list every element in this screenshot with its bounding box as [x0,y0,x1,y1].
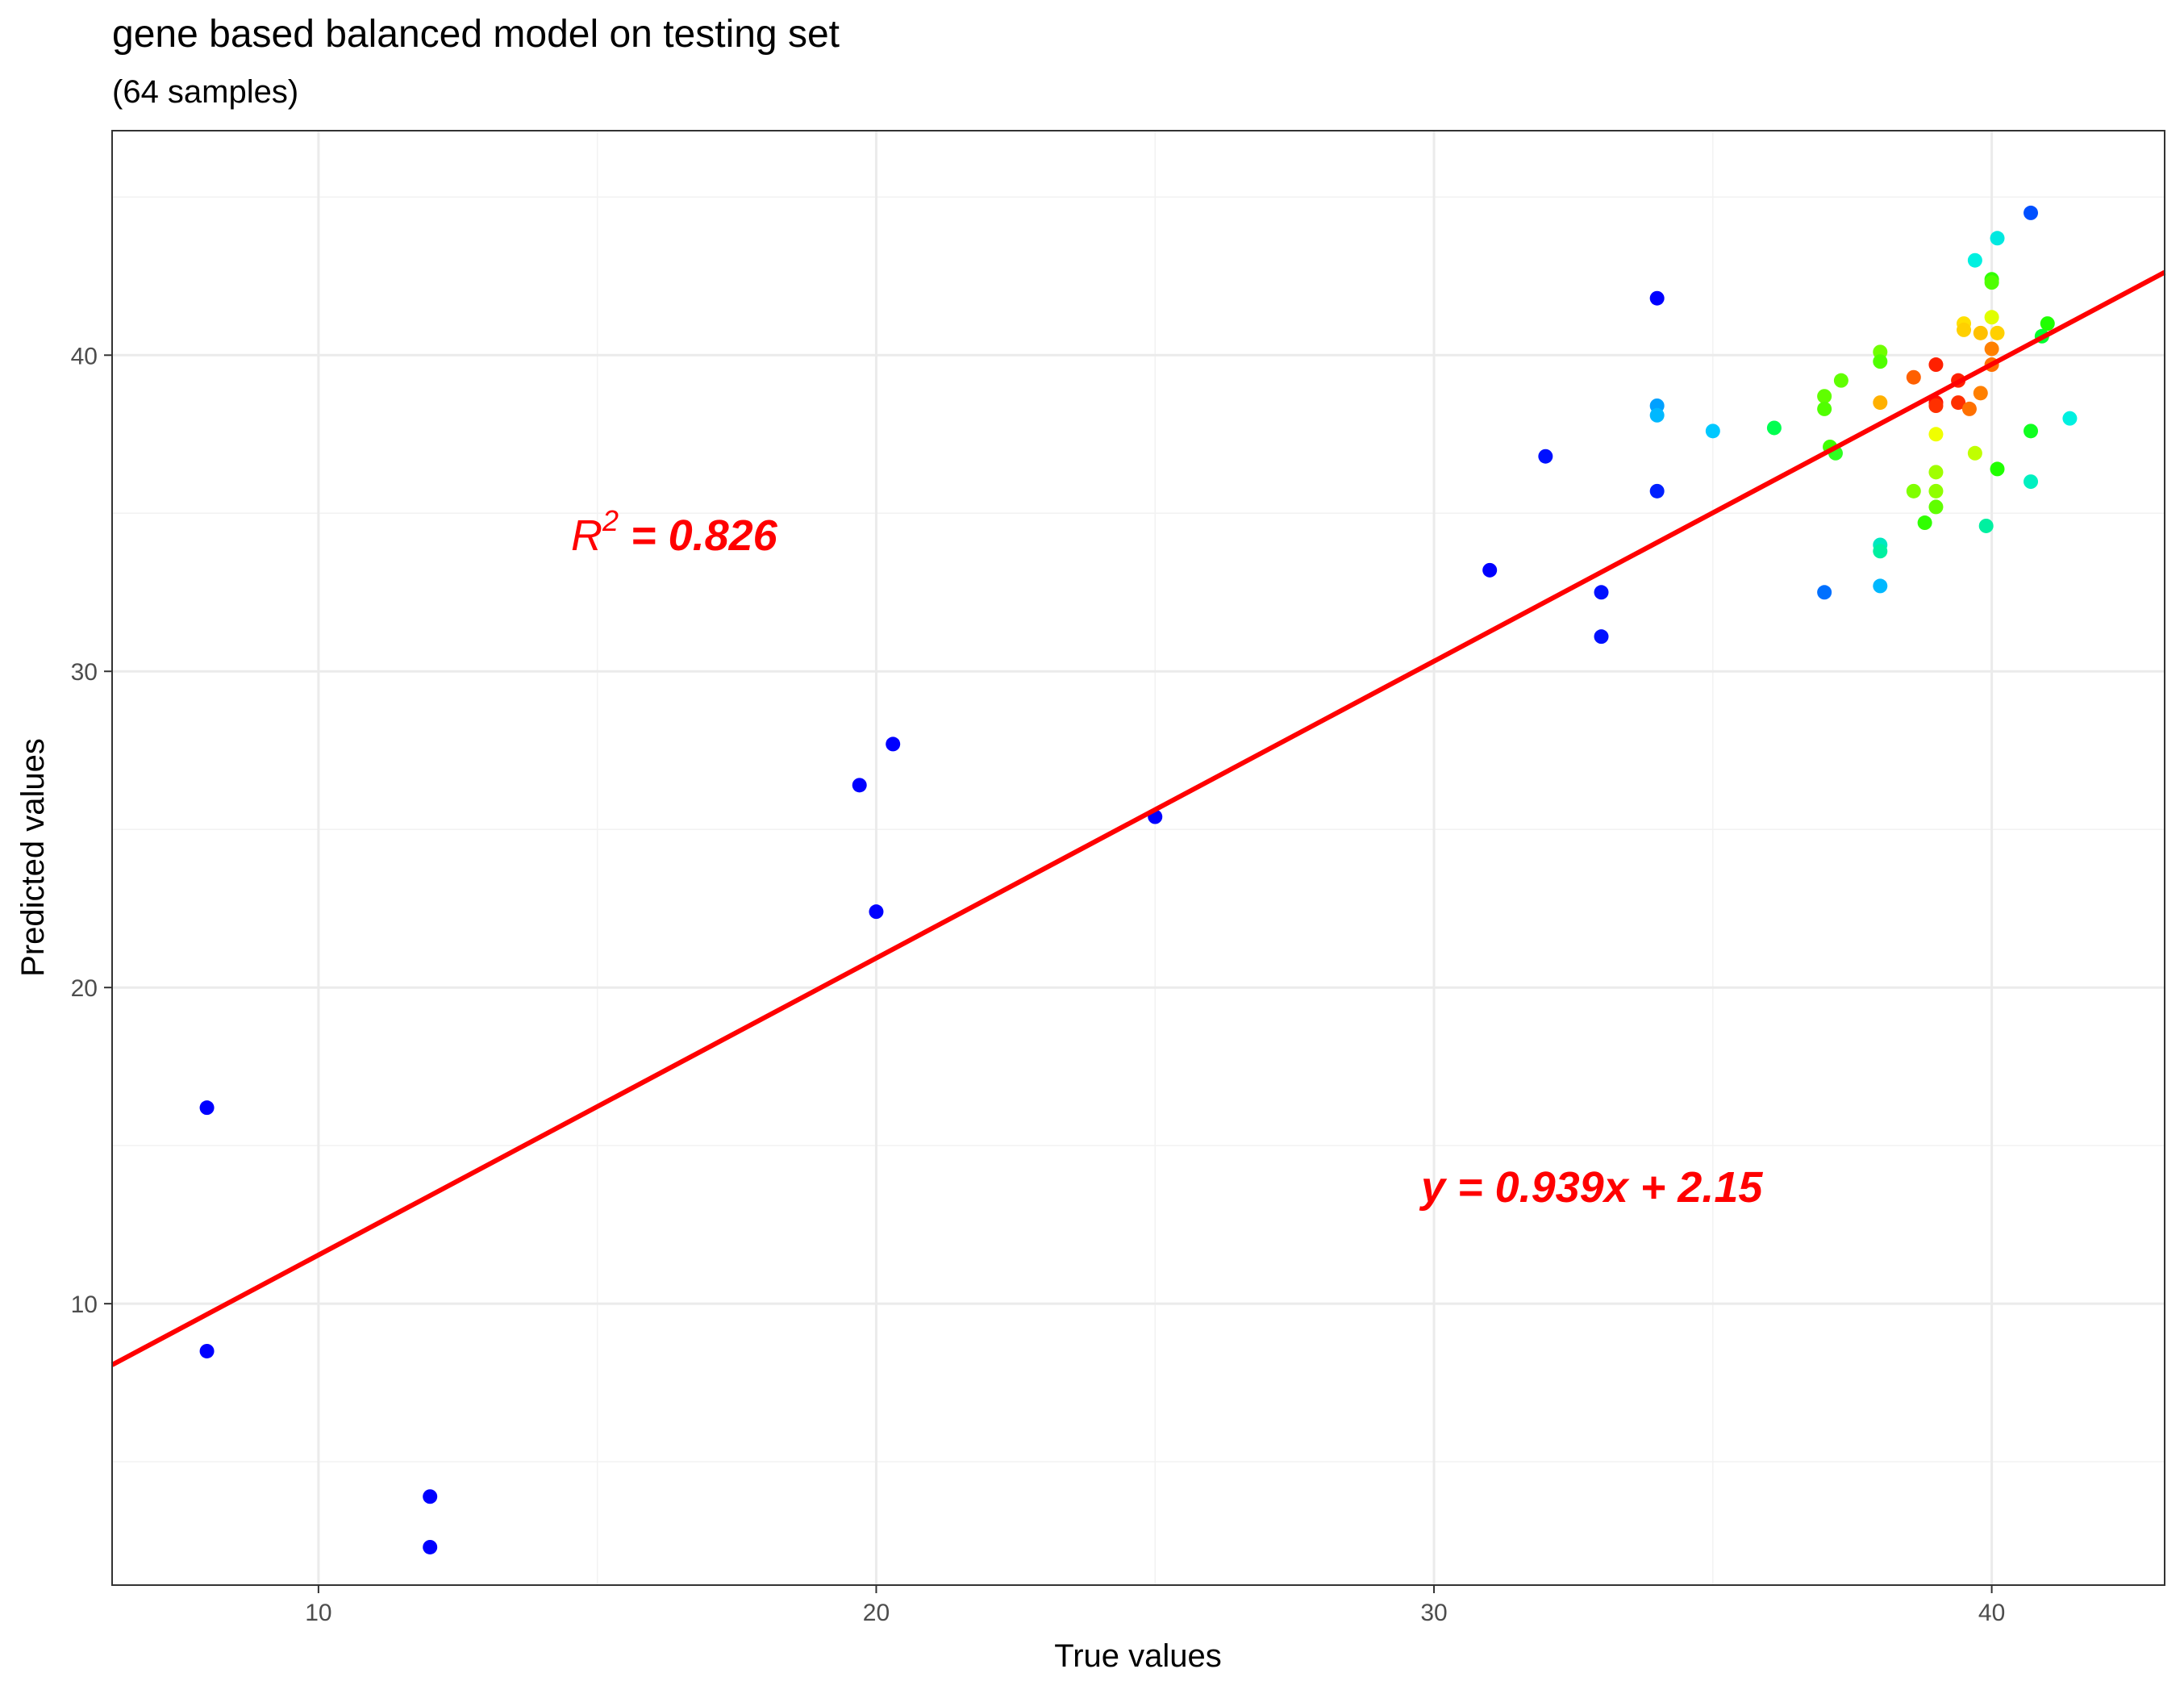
data-point [1649,407,1665,423]
data-point [1906,369,1921,385]
data-point [1951,395,1966,411]
plot-panel-border [111,130,2165,1586]
data-point [1978,518,1994,533]
data-point [1873,578,1888,594]
data-point [1705,424,1720,439]
chart-title: gene based balanced model on testing set [112,13,840,56]
data-point [199,1100,215,1116]
r-squared-value: = 0.826 [619,511,778,560]
data-point [1594,585,1609,600]
plot-background [112,131,2165,1585]
data-point [1928,427,1944,442]
data-point [1873,354,1888,369]
x-tick-label: 30 [1420,1600,1447,1626]
data-points [199,205,2078,1554]
data-point [1967,252,1982,268]
x-axis-ticks: 10 20 30 40 [305,1585,2005,1626]
data-point [1928,483,1944,499]
data-point [886,736,901,752]
x-axis-label: True values [1054,1638,1222,1674]
r-squared-annotation: R2 = 0.826 [571,504,778,560]
data-point [1873,544,1888,559]
x-tick-label: 40 [1978,1600,2005,1626]
data-point [1649,483,1665,499]
data-point [1990,325,2005,340]
data-point [1906,483,1921,499]
y-tick-label: 40 [71,343,98,369]
regression-equation: y = 0.939x + 2.15 [1419,1163,1763,1212]
fit-line-layer [110,269,2166,1367]
y-tick-label: 20 [71,975,98,1002]
data-point [1990,461,2005,477]
minor-grid [112,131,2165,1585]
data-point [1928,499,1944,515]
data-point [2062,411,2078,426]
data-point [2024,474,2039,490]
data-point [2040,316,2055,332]
data-point [1873,395,1888,411]
data-point [1984,310,1999,325]
data-point [1990,231,2005,246]
data-point [1984,275,1999,290]
data-point [1973,325,1988,340]
data-point [423,1539,438,1554]
r-squared-exponent: 2 [602,504,619,537]
r-squared-symbol: R [571,511,602,560]
regression-fit-line [110,269,2166,1367]
data-point [1538,449,1553,464]
data-point [1967,445,1982,461]
x-tick-label: 20 [863,1600,890,1626]
data-point [1917,515,1932,531]
data-point [1594,629,1609,645]
data-point [1482,562,1498,578]
data-point [1984,341,1999,357]
y-tick-label: 10 [71,1291,98,1318]
data-point [852,778,867,793]
data-point [1766,420,1782,436]
major-grid [112,131,2165,1585]
data-point [1833,373,1848,388]
y-tick-label: 30 [71,659,98,686]
data-point [1961,401,1977,416]
data-point [1649,290,1665,306]
data-point [1928,398,1944,414]
data-point [1973,386,1988,401]
chart-subtitle: (64 samples) [112,74,298,110]
data-point [1957,322,1972,337]
data-point [2024,205,2039,220]
data-point [423,1489,438,1504]
x-tick-label: 10 [305,1600,331,1626]
data-point [2024,424,2039,439]
y-axis-ticks: 10 20 30 40 [71,343,112,1318]
data-point [1817,401,1832,416]
data-point [199,1343,215,1358]
y-axis-label: Predicted values [15,738,51,977]
data-point [869,904,884,920]
data-point [1817,389,1832,404]
data-point [1928,357,1944,373]
data-point [1817,585,1832,600]
data-point [1928,465,1944,480]
